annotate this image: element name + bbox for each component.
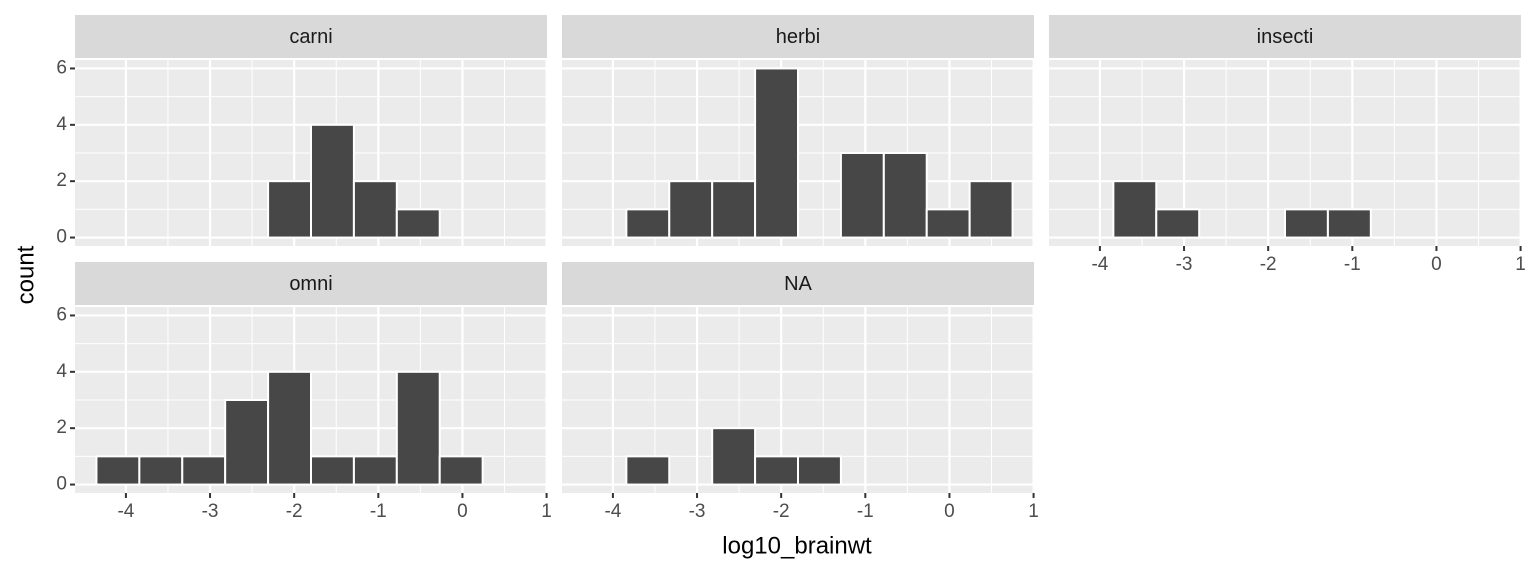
bar — [138, 455, 184, 486]
bar — [711, 427, 757, 486]
strip — [562, 262, 1034, 305]
x-tick-label: -3 — [1176, 254, 1193, 275]
x-tick-label: -4 — [117, 501, 134, 522]
facet-title: herbi — [776, 26, 820, 48]
bar — [1155, 208, 1201, 239]
x-tick-label: -1 — [370, 501, 387, 522]
y-tick-label: 0 — [56, 227, 67, 248]
x-tick-label: -4 — [1091, 254, 1108, 275]
bar — [181, 455, 227, 486]
bar — [754, 67, 799, 239]
bar — [625, 208, 671, 239]
facet-title: NA — [784, 273, 812, 295]
strip — [75, 15, 547, 58]
x-tick-label: -2 — [286, 501, 303, 522]
x-tick-label: 1 — [1515, 254, 1526, 275]
x-tick-label: 1 — [541, 501, 552, 522]
bar — [711, 180, 757, 239]
bar — [1284, 208, 1329, 239]
bar — [95, 455, 141, 486]
x-tick-label: -2 — [773, 501, 790, 522]
bar — [352, 180, 398, 239]
x-tick-label: 0 — [944, 501, 955, 522]
strip — [562, 15, 1034, 58]
x-tick-label: 0 — [1431, 254, 1442, 275]
y-tick-label: 2 — [56, 417, 67, 438]
x-tick-label: -2 — [1260, 254, 1277, 275]
bar — [797, 455, 842, 486]
facet-title: omni — [289, 273, 332, 295]
bar — [754, 455, 799, 486]
x-tick-label: 1 — [1028, 501, 1039, 522]
bar — [352, 455, 398, 486]
y-tick-label: 4 — [56, 114, 67, 135]
bar — [267, 370, 313, 486]
bar — [925, 208, 971, 239]
x-tick-label: -3 — [202, 501, 219, 522]
bar — [267, 180, 313, 239]
x-tick-label: 0 — [457, 501, 468, 522]
y-tick-label: 2 — [56, 170, 67, 191]
facet-title: carni — [289, 26, 332, 48]
bar — [839, 152, 885, 239]
y-tick-label: 0 — [56, 474, 67, 495]
bar — [668, 180, 714, 239]
bar — [1326, 208, 1372, 239]
bar — [625, 455, 671, 486]
strip — [75, 262, 547, 305]
x-tick-label: -4 — [604, 501, 621, 522]
bar — [310, 123, 355, 239]
bar — [310, 455, 355, 486]
facet-title: insecti — [1257, 26, 1314, 48]
y-tick-label: 4 — [56, 361, 67, 382]
bar — [1112, 180, 1158, 239]
y-axis-label: count — [12, 245, 39, 304]
bar — [968, 180, 1014, 239]
bar — [395, 370, 441, 486]
x-tick-label: -1 — [857, 501, 874, 522]
x-axis-label: log10_brainwt — [722, 532, 872, 559]
y-tick-label: 6 — [56, 57, 67, 78]
bar — [395, 208, 441, 239]
strip — [1049, 15, 1521, 58]
x-tick-label: -1 — [1344, 254, 1361, 275]
bar — [438, 455, 484, 486]
bar — [224, 399, 270, 486]
x-tick-label: -3 — [689, 501, 706, 522]
y-tick-label: 6 — [56, 304, 67, 325]
bar — [882, 152, 928, 239]
